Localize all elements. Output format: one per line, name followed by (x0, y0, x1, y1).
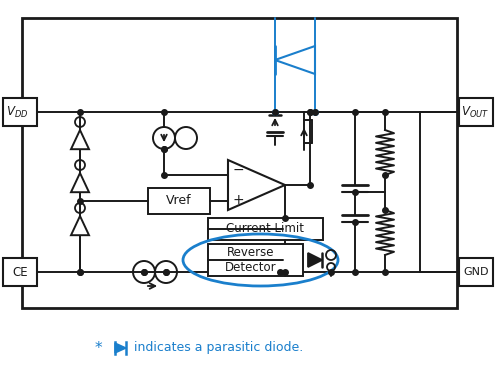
Bar (3, 98, 37, 126)
Text: $V_{OUT}$: $V_{OUT}$ (461, 105, 489, 120)
Text: CE: CE (12, 265, 28, 279)
Text: *: * (95, 340, 103, 355)
Bar (459, 98, 493, 126)
Text: +: + (232, 193, 244, 207)
Text: Reverse
Detector: Reverse Detector (225, 246, 276, 274)
Polygon shape (308, 253, 322, 267)
Polygon shape (71, 130, 89, 149)
Polygon shape (71, 173, 89, 192)
Polygon shape (115, 343, 126, 353)
Text: GND: GND (463, 267, 489, 277)
Text: Current Limit: Current Limit (227, 223, 304, 236)
Bar (148, 188, 210, 214)
Text: −: − (232, 163, 244, 177)
Bar (208, 218, 323, 240)
Polygon shape (228, 160, 285, 210)
Bar (208, 244, 303, 276)
Text: $V_{DD}$: $V_{DD}$ (6, 105, 28, 120)
Text: Vref: Vref (166, 195, 192, 208)
Polygon shape (275, 46, 315, 74)
Text: indicates a parasitic diode.: indicates a parasitic diode. (130, 342, 303, 354)
Bar (3, 258, 37, 286)
Bar (22, 18, 457, 308)
Polygon shape (71, 216, 89, 235)
Bar (459, 258, 493, 286)
